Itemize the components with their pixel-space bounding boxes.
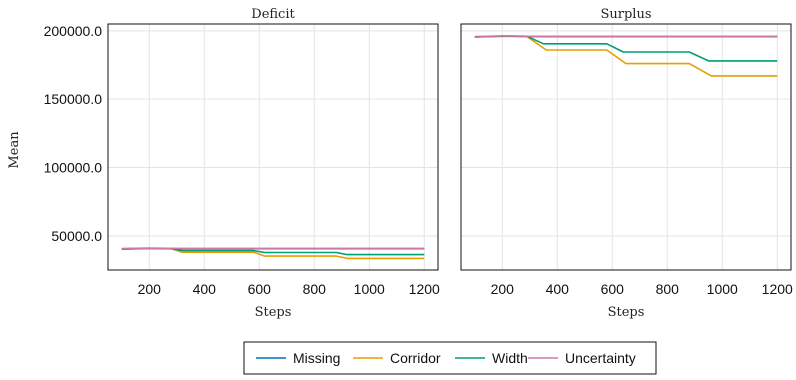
panel-surplus: Surplus 200 400 600 800 1000 1200 Steps: [460, 7, 793, 320]
legend-entry-width: Width: [455, 350, 528, 366]
plot-frame: [460, 23, 792, 271]
panel-deficit: Deficit 200 400 600 800 1000 1200 50000.0 1000…: [44, 7, 440, 320]
series-line-width: [474, 35, 778, 62]
panel-title: Surplus: [600, 7, 651, 22]
grid: [108, 24, 438, 270]
x-tick-label: 400: [546, 281, 570, 297]
x-tick-label: 800: [303, 281, 327, 297]
x-tick-label: 600: [248, 281, 272, 297]
x-tick-label: 1200: [409, 281, 440, 297]
x-tick-label: 1200: [762, 281, 793, 297]
legend-box: [243, 341, 657, 375]
series-line-corridor: [121, 247, 425, 260]
x-tick-labels: 200 400 600 800 1000 1200: [138, 281, 440, 297]
legend-label: Uncertainty: [565, 350, 636, 366]
legend-entry-corridor: Corridor: [353, 350, 441, 366]
y-tick-label: 200000.0: [44, 23, 103, 39]
y-tick-label: 150000.0: [44, 91, 103, 107]
x-tick-label: 200: [491, 281, 515, 297]
x-tick-label: 800: [656, 281, 680, 297]
legend-label: Missing: [293, 350, 340, 366]
plot-frame: [107, 23, 439, 271]
legend-entry-uncertainty: Uncertainty: [528, 350, 636, 366]
legend: Missing Corridor Width Uncertainty: [243, 341, 657, 375]
legend-label: Corridor: [390, 350, 441, 366]
series-line-corridor: [474, 35, 778, 77]
x-tick-label: 1000: [707, 281, 738, 297]
grid: [461, 24, 791, 270]
y-tick-labels: 50000.0 100000.0 150000.0 200000.0: [44, 23, 103, 244]
x-tick-label: 1000: [354, 281, 385, 297]
legend-label: Width: [492, 350, 528, 366]
x-axis-label: Steps: [608, 305, 645, 320]
x-tick-label: 400: [193, 281, 217, 297]
legend-entry-missing: Missing: [256, 350, 340, 366]
x-tick-labels: 200 400 600 800 1000 1200: [491, 281, 793, 297]
x-tick-label: 200: [138, 281, 162, 297]
series-line-uncertainty: [474, 35, 778, 38]
y-tick-label: 50000.0: [51, 228, 102, 244]
y-tick-label: 100000.0: [44, 160, 103, 176]
x-axis-label: Steps: [255, 305, 292, 320]
panel-title: Deficit: [251, 7, 295, 22]
y-axis-label: Mean: [7, 131, 22, 169]
series-group: [474, 35, 778, 77]
x-tick-label: 600: [601, 281, 625, 297]
series-group: [121, 247, 425, 260]
